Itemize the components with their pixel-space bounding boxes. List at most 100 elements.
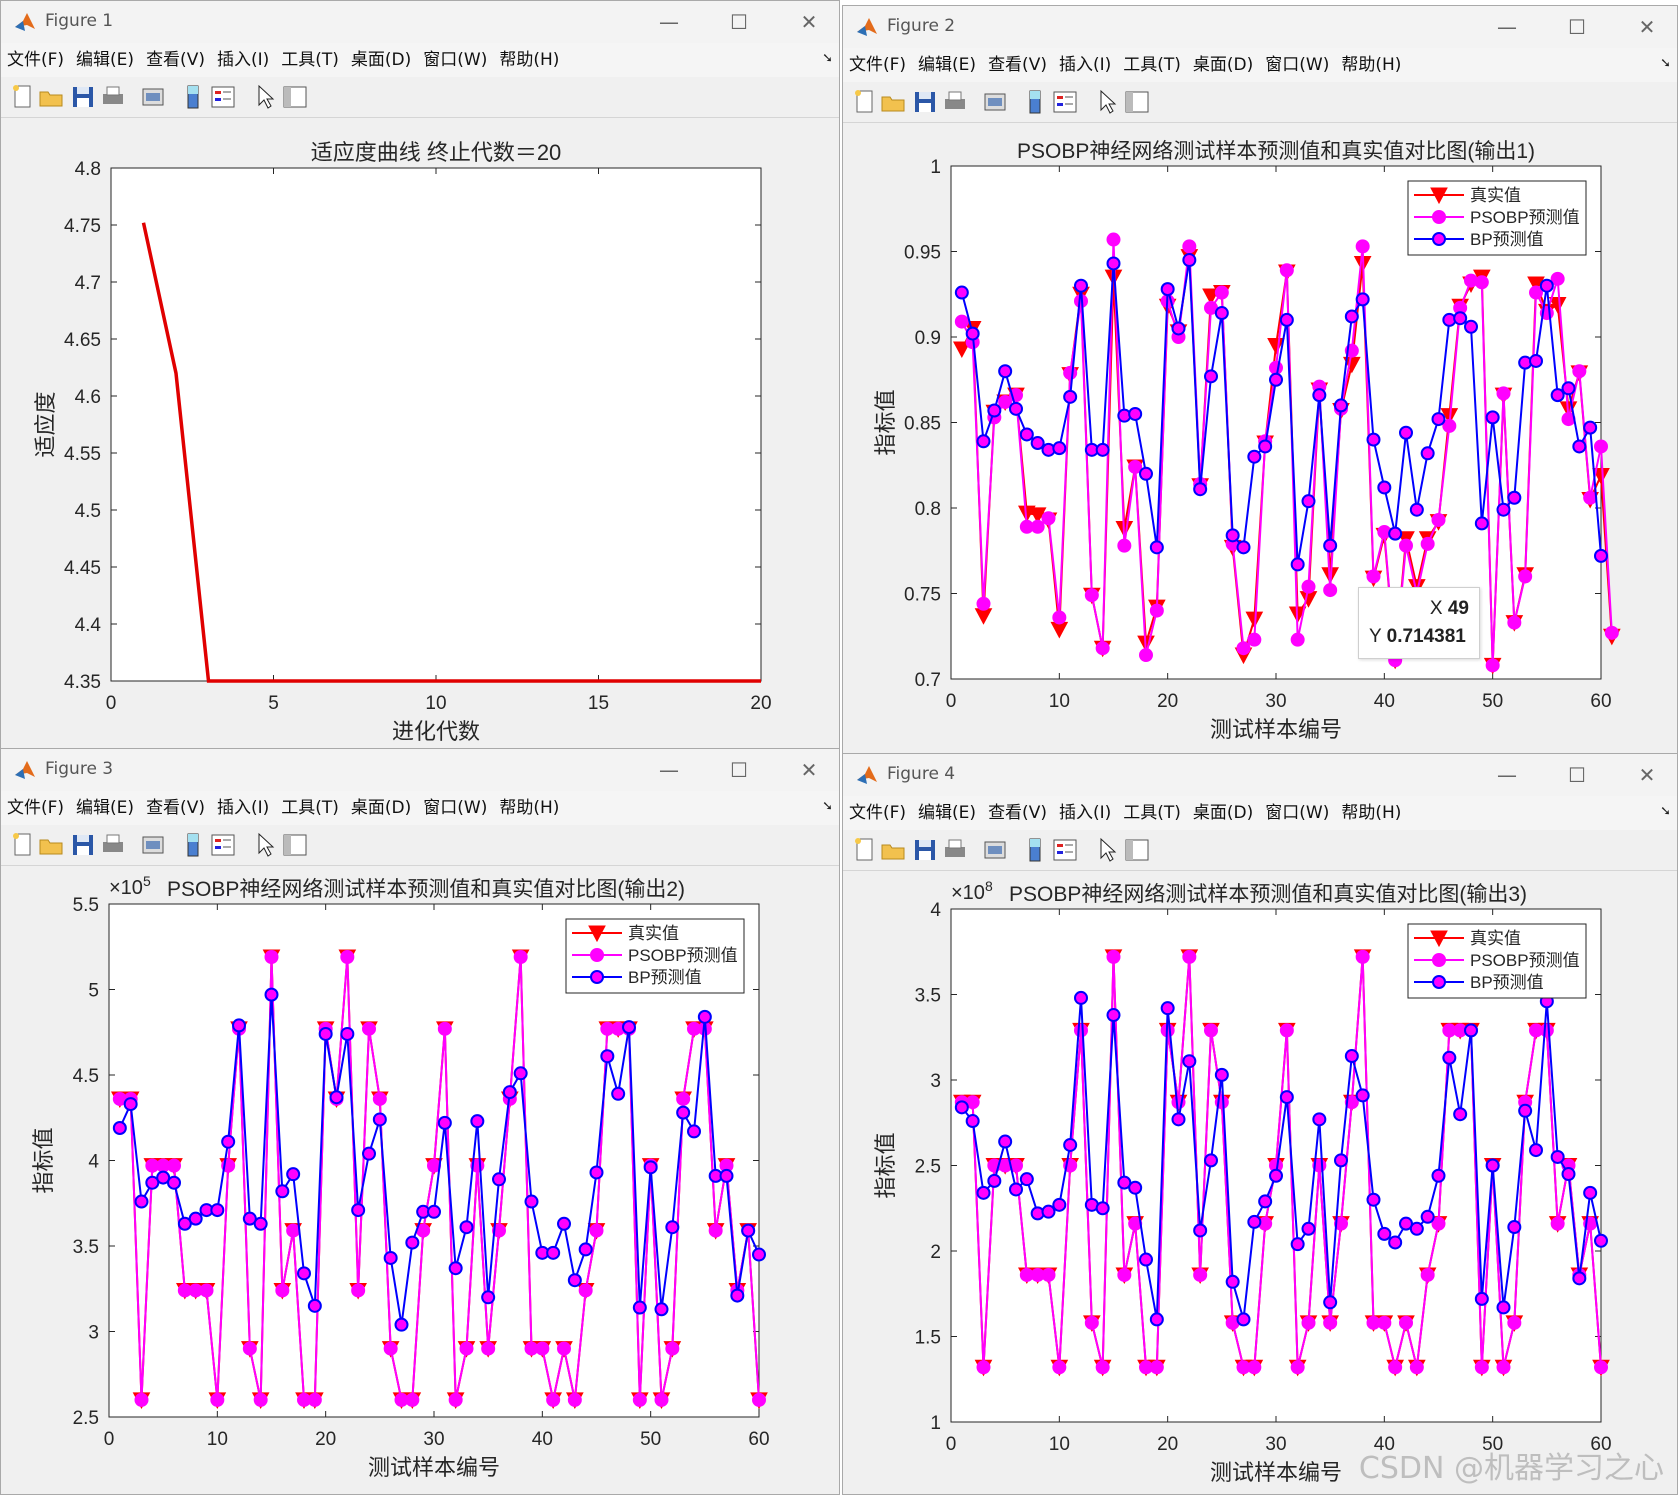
menu-tools[interactable]: 工具(T) (1123, 55, 1181, 75)
menu-desktop[interactable]: 桌面(D) (350, 798, 412, 818)
legend-icon[interactable] (209, 83, 237, 111)
menu-insert[interactable]: 插入(I) (216, 50, 270, 70)
open-file-icon[interactable] (879, 836, 907, 864)
menu-tools[interactable]: 工具(T) (281, 50, 339, 70)
menu-insert[interactable]: 插入(I) (1058, 803, 1112, 823)
pointer-icon[interactable] (251, 83, 279, 111)
property-editor-icon[interactable] (1123, 88, 1151, 116)
colorbar-icon[interactable] (1021, 88, 1049, 116)
print-icon[interactable] (99, 831, 127, 859)
point-bp (1041, 1204, 1056, 1219)
menu-window[interactable]: 窗口(W) (1265, 55, 1330, 75)
pointer-icon[interactable] (1093, 88, 1121, 116)
datatip[interactable]: X 49 Y 0.714381 (1358, 587, 1480, 659)
point-bp (976, 1185, 991, 1200)
dock-arrow-icon[interactable]: ➘ (822, 799, 833, 814)
colorbar-icon[interactable] (179, 83, 207, 111)
colorbar-icon[interactable] (179, 831, 207, 859)
menu-help[interactable]: 帮助(H) (499, 50, 560, 70)
property-editor-icon[interactable] (281, 83, 309, 111)
colorbar-icon[interactable] (1021, 836, 1049, 864)
new-file-icon[interactable] (851, 88, 879, 116)
print-icon[interactable] (99, 83, 127, 111)
menu-tools[interactable]: 工具(T) (281, 798, 339, 818)
y-tick-label: 0.75 (904, 585, 941, 606)
menu-edit[interactable]: 编辑(E) (76, 50, 135, 70)
point-bp (1019, 427, 1034, 442)
legend-icon[interactable] (1051, 88, 1079, 116)
print-preview-icon[interactable] (139, 831, 167, 859)
print-preview-icon[interactable] (981, 836, 1009, 864)
close-button[interactable]: ✕ (1638, 15, 1656, 39)
minimize-button[interactable]: — (1497, 15, 1517, 39)
menu-edit[interactable]: 编辑(E) (918, 55, 977, 75)
property-editor-icon[interactable] (281, 831, 309, 859)
point-bp (1225, 1274, 1240, 1289)
menu-file[interactable]: 文件(F) (849, 55, 907, 75)
save-icon[interactable] (69, 831, 97, 859)
open-file-icon[interactable] (879, 88, 907, 116)
maximize-button[interactable]: ☐ (730, 10, 748, 34)
menu-view[interactable]: 查看(V) (988, 55, 1047, 75)
pointer-icon[interactable] (251, 831, 279, 859)
point-psobp (307, 1392, 322, 1407)
menu-view[interactable]: 查看(V) (988, 803, 1047, 823)
menu-window[interactable]: 窗口(W) (423, 798, 488, 818)
property-editor-icon[interactable] (1123, 836, 1151, 864)
series-bp (954, 990, 1608, 1327)
menu-file[interactable]: 文件(F) (7, 50, 65, 70)
dock-arrow-icon[interactable]: ➘ (1660, 56, 1671, 71)
save-icon[interactable] (911, 836, 939, 864)
menu-file[interactable]: 文件(F) (849, 803, 907, 823)
dock-arrow-icon[interactable]: ➘ (1660, 804, 1671, 819)
menu-tools[interactable]: 工具(T) (1123, 803, 1181, 823)
new-file-icon[interactable] (9, 831, 37, 859)
maximize-button[interactable]: ☐ (1568, 15, 1586, 39)
close-button[interactable]: ✕ (1638, 763, 1656, 787)
pointer-icon[interactable] (1093, 836, 1121, 864)
menu-window[interactable]: 窗口(W) (1265, 803, 1330, 823)
open-file-icon[interactable] (37, 83, 65, 111)
menu-insert[interactable]: 插入(I) (1058, 55, 1112, 75)
menu-file[interactable]: 文件(F) (7, 798, 65, 818)
minimize-button[interactable]: — (659, 758, 679, 782)
new-file-icon[interactable] (9, 83, 37, 111)
print-preview-icon[interactable] (139, 83, 167, 111)
menu-help[interactable]: 帮助(H) (499, 798, 560, 818)
menu-view[interactable]: 查看(V) (146, 50, 205, 70)
y-tick-label: 3 (930, 1071, 941, 1092)
menu-window[interactable]: 窗口(W) (423, 50, 488, 70)
menu-edit[interactable]: 编辑(E) (918, 803, 977, 823)
point-bp (1193, 1223, 1208, 1238)
open-file-icon[interactable] (37, 831, 65, 859)
close-button[interactable]: ✕ (800, 10, 818, 34)
watermark: CSDN @机器学习之心 (1358, 1451, 1664, 1486)
print-icon[interactable] (941, 88, 969, 116)
legend-icon[interactable] (1051, 836, 1079, 864)
menu-edit[interactable]: 编辑(E) (76, 798, 135, 818)
window-title: Figure 1 (45, 11, 114, 31)
point-psobp (275, 1283, 290, 1298)
maximize-button[interactable]: ☐ (1568, 763, 1586, 787)
menu-insert[interactable]: 插入(I) (216, 798, 270, 818)
dock-arrow-icon[interactable]: ➘ (822, 51, 833, 66)
save-icon[interactable] (911, 88, 939, 116)
print-preview-icon[interactable] (981, 88, 1009, 116)
minimize-button[interactable]: — (1497, 763, 1517, 787)
minimize-button[interactable]: — (659, 10, 679, 34)
menu-help[interactable]: 帮助(H) (1341, 55, 1402, 75)
menu-desktop[interactable]: 桌面(D) (1192, 55, 1254, 75)
legend-icon[interactable] (209, 831, 237, 859)
figure-2-plot-area: 0 10 20 30 40 50 60 0.7 0.75 0.8 0.85 0.9 0.95 1 测试样本编… (843, 123, 1677, 756)
maximize-button[interactable]: ☐ (730, 758, 748, 782)
menu-desktop[interactable]: 桌面(D) (1192, 803, 1254, 823)
save-icon[interactable] (69, 83, 97, 111)
close-button[interactable]: ✕ (800, 758, 818, 782)
print-icon[interactable] (941, 836, 969, 864)
point-bp (1095, 442, 1110, 457)
new-file-icon[interactable] (851, 836, 879, 864)
menu-help[interactable]: 帮助(H) (1341, 803, 1402, 823)
legend-entry: 真实值 (628, 924, 679, 943)
menu-view[interactable]: 查看(V) (146, 798, 205, 818)
menu-desktop[interactable]: 桌面(D) (350, 50, 412, 70)
